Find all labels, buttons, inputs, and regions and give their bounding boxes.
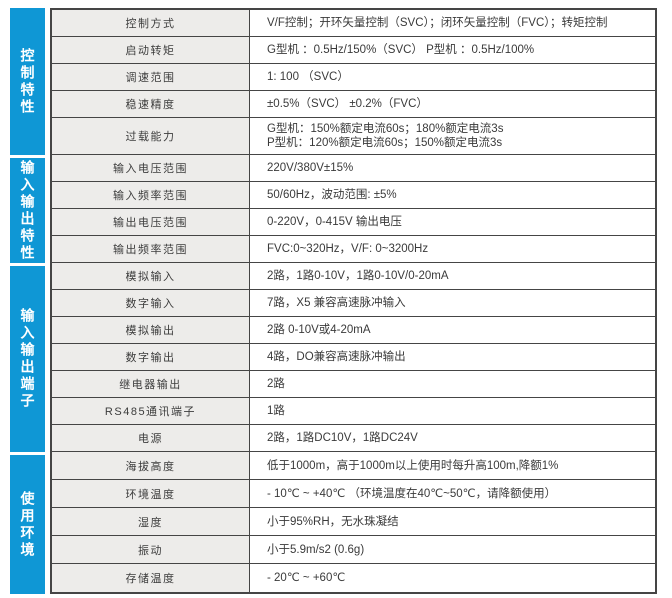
spec-param-label: 模拟输出 [52, 317, 250, 343]
spec-param-label: 继电器输出 [52, 371, 250, 397]
spec-param-label: 输出频率范围 [52, 236, 250, 262]
category-cell: 输入输出端子 [10, 263, 45, 452]
table-row: 调速范围 1: 100 （SVC） [52, 64, 655, 91]
table-row: 海拔高度 低于1000m，高于1000m以上使用时每升高100m,降额1% [52, 452, 655, 480]
spec-value: V/F控制；开环矢量控制（SVC）；闭环矢量控制（FVC）；转矩控制 [267, 17, 608, 29]
spec-value: 低于1000m，高于1000m以上使用时每升高100m,降额1% [267, 459, 559, 472]
spec-value: 7路，X5 兼容高速脉冲输入 [267, 297, 406, 309]
spec-value: 2路，1路0-10V，1路0-10V/0-20mA [267, 270, 449, 282]
table-row: 模拟输入 2路，1路0-10V，1路0-10V/0-20mA [52, 263, 655, 290]
spec-value: ±0.5%（SVC） ±0.2%（FVC） [267, 98, 428, 110]
table-row: 存储温度 - 20℃ ~ +60℃ [52, 564, 655, 592]
table-row: 数字输入 7路，X5 兼容高速脉冲输入 [52, 290, 655, 317]
spec-param-label: 振动 [52, 536, 250, 563]
category-cell: 使用环境 [10, 452, 45, 594]
table-row: 输入频率范围 50/60Hz，波动范围: ±5% [52, 182, 655, 209]
spec-section: 输入输出端子 模拟输入 2路，1路0-10V，1路0-10V/0-20mA 数字输入 7… [10, 263, 672, 452]
spec-value: 1路 [267, 405, 285, 417]
table-row: 电源 2路，1路DC10V，1路DC24V [52, 425, 655, 452]
spec-param-label: 调速范围 [52, 64, 250, 90]
table-row: 模拟输出 2路 0-10V或4-20mA [52, 317, 655, 344]
category-label: 使用环境 [19, 490, 36, 559]
spec-value: 220V/380V±15% [267, 162, 354, 174]
section-rows: 输入电压范围 220V/380V±15% 输入频率范围 50/60Hz，波动范围: ±… [50, 155, 657, 263]
table-row: 输出电压范围 0-220V，0-415V 输出电压 [52, 209, 655, 236]
spec-value: 2路 [267, 378, 285, 390]
spec-value: 小于5.9m/s2 (0.6g) [267, 543, 365, 556]
category-label: 输入输出特性 [19, 159, 36, 262]
section-rows: 模拟输入 2路，1路0-10V，1路0-10V/0-20mA 数字输入 7路，X5 兼… [50, 263, 657, 452]
category-cell: 输入输出特性 [10, 155, 45, 263]
table-row: 输出频率范围 FVC:0~320Hz，V/F: 0~3200Hz [52, 236, 655, 263]
spec-value: - 20℃ ~ +60℃ [267, 572, 346, 584]
category-label: 输入输出端子 [19, 308, 36, 410]
spec-value: G型机 ：0.5Hz/150%（SVC） P型机 ：0.5Hz/100% [267, 44, 535, 56]
table-row: 过载能力 G型机：150%额定电流60s；180%额定电流3s P型机：120%额… [52, 118, 655, 155]
table-row: 湿度 小于95%RH，无水珠凝结 [52, 508, 655, 536]
spec-param-label: RS485通讯端子 [52, 398, 250, 424]
spec-param-label: 环境温度 [52, 480, 250, 507]
spec-section: 输入输出特性 输入电压范围 220V/380V±15% 输入频率范围 50/60Hz，波… [10, 155, 672, 263]
table-row: 环境温度 - 10℃ ~ +40℃ （环境温度在40℃~50℃，请降额使用） [52, 480, 655, 508]
table-row: RS485通讯端子 1路 [52, 398, 655, 425]
spec-value: 0-220V，0-415V 输出电压 [267, 216, 402, 228]
table-row: 振动 小于5.9m/s2 (0.6g) [52, 536, 655, 564]
table-row: 继电器输出 2路 [52, 371, 655, 398]
spec-param-label: 输入电压范围 [52, 155, 250, 181]
spec-param-label: 稳速精度 [52, 91, 250, 117]
spec-value: 2路 0-10V或4-20mA [267, 324, 371, 336]
spec-param-label: 输入频率范围 [52, 182, 250, 208]
table-row: 控制方式 V/F控制；开环矢量控制（SVC）；闭环矢量控制（FVC）；转矩控制 [52, 10, 655, 37]
spec-param-label: 数字输出 [52, 344, 250, 370]
category-cell: 控制特性 [10, 8, 45, 155]
spec-param-label: 启动转矩 [52, 37, 250, 63]
section-rows: 海拔高度 低于1000m，高于1000m以上使用时每升高100m,降额1% 环境温度… [50, 452, 657, 594]
spec-param-label: 电源 [52, 425, 250, 451]
spec-param-label: 数字输入 [52, 290, 250, 316]
spec-param-label: 输出电压范围 [52, 209, 250, 235]
spec-param-label: 湿度 [52, 508, 250, 535]
spec-value: 1: 100 （SVC） [267, 71, 349, 83]
table-row: 稳速精度 ±0.5%（SVC） ±0.2%（FVC） [52, 91, 655, 118]
spec-value: 小于95%RH，无水珠凝结 [267, 515, 399, 528]
spec-param-label: 模拟输入 [52, 263, 250, 289]
spec-value: FVC:0~320Hz，V/F: 0~3200Hz [267, 243, 429, 255]
table-row: 输入电压范围 220V/380V±15% [52, 155, 655, 182]
spec-value: G型机：150%额定电流60s；180%额定电流3s P型机：120%额定电流6… [267, 123, 504, 149]
table-row: 数字输出 4路，DO兼容高速脉冲输出 [52, 344, 655, 371]
section-rows: 控制方式 V/F控制；开环矢量控制（SVC）；闭环矢量控制（FVC）；转矩控制启动… [50, 8, 657, 155]
spec-value: 2路，1路DC10V，1路DC24V [267, 432, 418, 444]
spec-section: 使用环境 海拔高度 低于1000m，高于1000m以上使用时每升高100m,降额1%… [10, 452, 672, 594]
spec-value: - 10℃ ~ +40℃ （环境温度在40℃~50℃，请降额使用） [267, 487, 557, 500]
table-row: 启动转矩 G型机 ：0.5Hz/150%（SVC） P型机 ：0.5Hz/100% [52, 37, 655, 64]
spec-section: 控制特性 控制方式 V/F控制；开环矢量控制（SVC）；闭环矢量控制（FVC）；转矩… [10, 8, 672, 155]
spec-param-label: 过载能力 [52, 118, 250, 154]
spec-value: 4路，DO兼容高速脉冲输出 [267, 351, 406, 363]
spec-param-label: 海拔高度 [52, 452, 250, 479]
spec-value: 50/60Hz，波动范围: ±5% [267, 189, 397, 201]
spec-param-label: 控制方式 [52, 10, 250, 36]
spec-table: 控制特性 控制方式 V/F控制；开环矢量控制（SVC）；闭环矢量控制（FVC）；转矩… [10, 8, 672, 594]
category-label: 控制特性 [19, 47, 36, 116]
spec-param-label: 存储温度 [52, 564, 250, 592]
